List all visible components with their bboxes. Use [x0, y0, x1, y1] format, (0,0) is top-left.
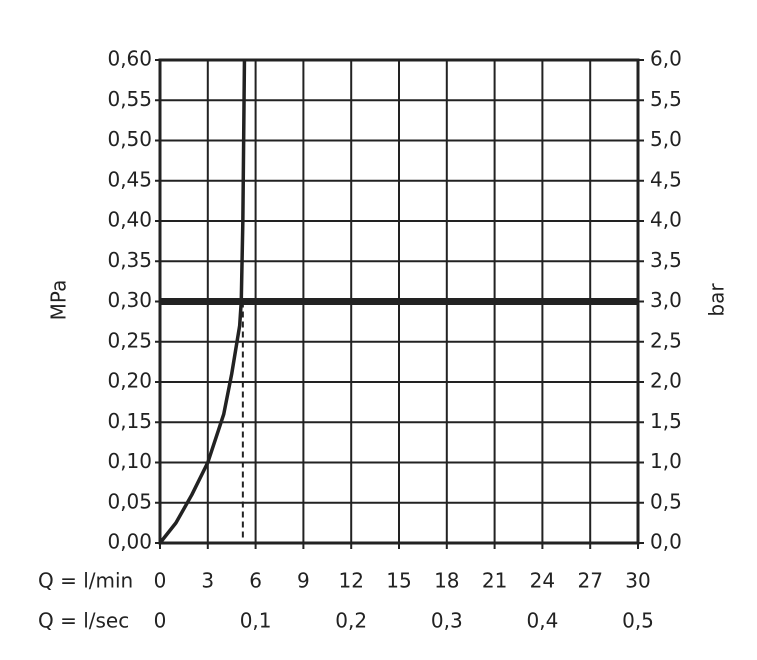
y2-tick-label: 2,0: [650, 369, 682, 393]
y-tick-label: 0,50: [107, 127, 152, 151]
y2-tick-label: 5,5: [650, 87, 682, 111]
y-tick-label: 0,55: [107, 87, 152, 111]
y-tick-label: 0,10: [107, 449, 152, 473]
y-tick-label: 0,40: [107, 208, 152, 232]
x-tick-label: 9: [297, 569, 310, 593]
x-tick-label: 30: [625, 569, 650, 593]
x2-tick-label: 0,4: [526, 609, 558, 633]
x-tick-label: 0: [154, 569, 167, 593]
x-tick-label: 6: [249, 569, 262, 593]
y-tick-label: 0,05: [107, 489, 152, 513]
y2-tick-label: 3,0: [650, 288, 682, 312]
x-tick-label: 21: [482, 569, 507, 593]
y2-tick-label: 3,5: [650, 248, 682, 272]
x2-tick-label: 0,3: [431, 609, 463, 633]
y-tick-label: 0,60: [107, 47, 152, 71]
x-axis-label: Q = l/min: [38, 569, 133, 593]
y2-tick-label: 0,5: [650, 489, 682, 513]
y-tick-label: 0,15: [107, 409, 152, 433]
y-tick-label: 0,35: [107, 248, 152, 272]
y2-tick-label: 1,5: [650, 409, 682, 433]
x-tick-label: 24: [530, 569, 555, 593]
y-tick-label: 0,30: [107, 288, 152, 312]
x-tick-label: 18: [434, 569, 459, 593]
x2-tick-label: 0,1: [240, 609, 272, 633]
curve: [158, 59, 247, 545]
x-tick-label: 27: [577, 569, 602, 593]
y2-tick-label: 2,5: [650, 328, 682, 352]
y2-tick-label: 4,5: [650, 167, 682, 191]
x2-tick-label: 0,5: [622, 609, 654, 633]
y-axis-label: MPa: [47, 280, 71, 321]
y-tick-label: 0,00: [107, 530, 152, 554]
x2-axis-label: Q = l/sec: [38, 609, 129, 633]
x-tick-label: 12: [338, 569, 363, 593]
y-tick-label: 0,20: [107, 369, 152, 393]
y2-tick-label: 5,0: [650, 127, 682, 151]
x2-tick-label: 0: [154, 609, 167, 633]
y-tick-label: 0,45: [107, 167, 152, 191]
y2-tick-label: 0,0: [650, 530, 682, 554]
y2-tick-label: 1,0: [650, 449, 682, 473]
y2-axis-label: bar: [705, 283, 729, 317]
x-tick-label: 3: [201, 569, 214, 593]
y-tick-label: 0,25: [107, 328, 152, 352]
x-tick-label: 15: [386, 569, 411, 593]
y2-tick-label: 4,0: [650, 208, 682, 232]
x2-tick-label: 0,2: [335, 609, 367, 633]
y2-tick-label: 6,0: [650, 47, 682, 71]
